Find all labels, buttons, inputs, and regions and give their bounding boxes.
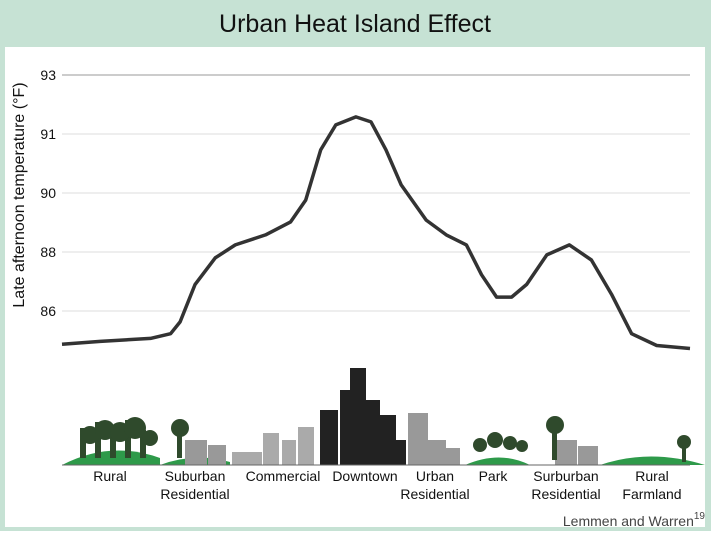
y-tick-label: 90	[40, 185, 56, 201]
y-tick-label: 91	[40, 126, 56, 142]
y-tick-label: 93	[40, 67, 56, 83]
chart-title: Urban Heat Island Effect	[219, 10, 491, 38]
zone-label: Rural	[93, 468, 126, 484]
zone-label: Residential	[531, 486, 600, 502]
zone-label: Rural	[635, 468, 668, 484]
y-tick-label: 88	[40, 244, 56, 260]
zone-label: Farmland	[622, 486, 681, 502]
zone-label: Downtown	[332, 468, 397, 484]
landscape-illustration	[62, 368, 705, 466]
y-axis-label: Late afternoon temperature (°F)	[11, 82, 28, 307]
source: Lemmen and Warren19	[563, 511, 706, 529]
zone-label: Residential	[400, 486, 469, 502]
zone-label: Residential	[160, 486, 229, 502]
zone-label: Commercial	[246, 468, 321, 484]
source-text: Lemmen and Warren	[563, 513, 694, 529]
y-tick-label: 86	[40, 303, 56, 319]
zone-label: Suburban	[165, 468, 226, 484]
zone-label: Park	[479, 468, 509, 484]
line	[61, 115, 691, 351]
source-ref: 19	[694, 511, 706, 522]
zone-label: Surburban	[533, 468, 598, 484]
zone-label: Urban	[416, 468, 454, 484]
